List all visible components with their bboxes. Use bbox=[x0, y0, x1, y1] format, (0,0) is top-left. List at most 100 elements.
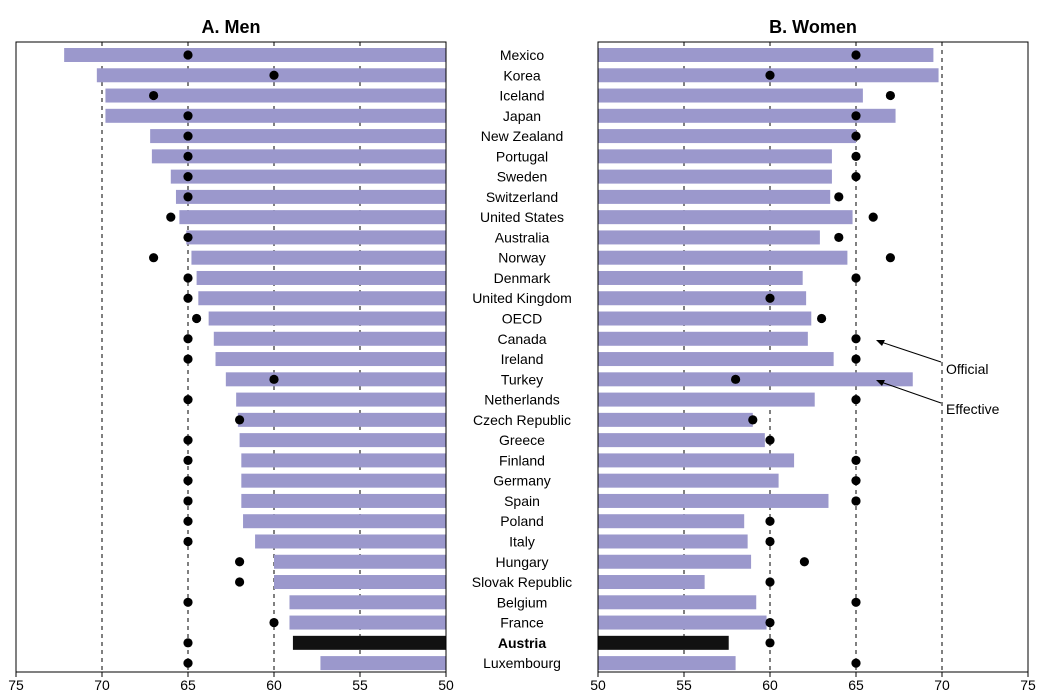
country-label-denmark: Denmark bbox=[494, 270, 552, 286]
men-tick-label-65: 65 bbox=[180, 677, 196, 693]
women-tick-label-75: 75 bbox=[1020, 677, 1036, 693]
women-official-dot-iceland bbox=[885, 90, 896, 101]
panel-men: A. Men 75 70 65 60 55 50 bbox=[8, 17, 454, 693]
legend-effective-label: Effective bbox=[946, 401, 1000, 417]
men-official-dot-austria bbox=[183, 638, 193, 648]
men-official-dot-spain bbox=[183, 496, 193, 506]
women-official-dot-portugal bbox=[851, 151, 861, 161]
women-effective-bar-luxembourg bbox=[598, 656, 736, 671]
men-effective-bar-hungary bbox=[274, 554, 446, 569]
women-official-dot-greece bbox=[765, 435, 775, 445]
women-effective-bar-switzerland bbox=[598, 189, 831, 204]
men-effective-bar-sweden bbox=[170, 169, 447, 184]
men-effective-bar-united-states bbox=[179, 210, 446, 225]
country-label-poland: Poland bbox=[500, 513, 544, 529]
women-official-dot-turkey bbox=[731, 374, 741, 384]
women-official-dot-norway bbox=[885, 253, 896, 263]
women-effective-bar-spain bbox=[598, 493, 829, 508]
men-tick-label-75: 75 bbox=[8, 677, 24, 693]
men-official-dot-ireland bbox=[183, 354, 193, 364]
men-official-dot-netherlands bbox=[183, 394, 193, 405]
women-effective-bar-oecd bbox=[598, 311, 812, 326]
women-official-dot-new-zealand bbox=[851, 131, 861, 141]
legend-official-arrowhead bbox=[876, 340, 885, 346]
men-effective-bar-ireland bbox=[215, 352, 446, 367]
men-effective-bar-mexico bbox=[64, 48, 446, 62]
men-effective-bar-france bbox=[289, 615, 446, 630]
country-label-new-zealand: New Zealand bbox=[481, 128, 564, 144]
legend: Official Effective bbox=[876, 340, 1000, 417]
men-official-dot-italy bbox=[183, 536, 193, 547]
country-label-italy: Italy bbox=[509, 533, 535, 549]
women-official-dot-korea bbox=[765, 70, 775, 80]
men-effective-bar-united-kingdom bbox=[198, 291, 446, 306]
women-effective-bar-germany bbox=[598, 473, 779, 488]
country-label-portugal: Portugal bbox=[496, 148, 548, 164]
women-official-dot-united-kingdom bbox=[765, 293, 775, 303]
legend-effective-arrowhead bbox=[876, 380, 885, 386]
men-effective-bar-italy bbox=[255, 534, 446, 549]
men-effective-bar-turkey bbox=[225, 372, 446, 387]
women-tick-label-55: 55 bbox=[676, 677, 692, 693]
men-effective-bar-finland bbox=[241, 453, 446, 468]
women-official-dot-belgium bbox=[851, 597, 861, 607]
men-official-dot-belgium bbox=[183, 597, 193, 607]
legend-official-label: Official bbox=[946, 361, 989, 377]
men-tick-label-70: 70 bbox=[94, 677, 110, 693]
legend-official-pointer bbox=[877, 340, 942, 363]
men-effective-bar-canada bbox=[213, 331, 446, 346]
women-tick-label-50: 50 bbox=[590, 677, 606, 693]
women-effective-bar-norway bbox=[598, 250, 848, 265]
women-effective-bar-iceland bbox=[598, 88, 863, 103]
men-effective-bar-norway bbox=[191, 250, 446, 265]
women-official-dot-oecd bbox=[817, 313, 827, 324]
men-effective-bar-poland bbox=[243, 514, 446, 529]
women-effective-bar-greece bbox=[598, 433, 765, 448]
men-effective-bar-denmark bbox=[196, 270, 446, 285]
country-label-norway: Norway bbox=[498, 250, 545, 266]
men-effective-bar-iceland bbox=[105, 88, 446, 103]
men-official-dot-new-zealand bbox=[183, 131, 193, 141]
men-official-dot-switzerland bbox=[183, 192, 193, 202]
women-official-dot-canada bbox=[851, 334, 861, 344]
men-tick-label-50: 50 bbox=[438, 677, 454, 693]
women-official-dot-spain bbox=[851, 496, 861, 506]
women-official-dot-finland bbox=[851, 455, 861, 465]
men-official-dot-portugal bbox=[183, 151, 193, 161]
women-official-dot-czech-republic bbox=[748, 415, 758, 425]
country-label-mexico: Mexico bbox=[500, 47, 545, 63]
country-label-netherlands: Netherlands bbox=[484, 392, 560, 408]
men-official-dot-finland bbox=[183, 455, 193, 465]
men-effective-bar-austria bbox=[292, 635, 446, 650]
women-effective-bar-hungary bbox=[598, 554, 752, 569]
men-official-dot-germany bbox=[183, 476, 193, 486]
country-label-hungary: Hungary bbox=[496, 554, 549, 570]
men-official-dot-norway bbox=[149, 253, 159, 263]
women-official-dot-poland bbox=[765, 516, 775, 526]
women-panel-title: B. Women bbox=[769, 17, 857, 37]
men-effective-bar-slovak-republic bbox=[274, 575, 446, 590]
women-official-dot-hungary bbox=[799, 557, 810, 567]
country-label-turkey: Turkey bbox=[501, 371, 543, 387]
country-label-france: France bbox=[500, 615, 544, 631]
men-effective-bar-greece bbox=[239, 433, 446, 448]
country-label-oecd: OECD bbox=[502, 311, 542, 327]
women-official-dot-denmark bbox=[851, 273, 861, 283]
women-effective-bar-czech-republic bbox=[598, 412, 753, 427]
men-official-dot-iceland bbox=[149, 90, 159, 101]
legend-effective-pointer bbox=[877, 380, 942, 404]
men-effective-bar-netherlands bbox=[236, 392, 446, 407]
women-effective-bar-new-zealand bbox=[598, 129, 856, 144]
men-official-dot-japan bbox=[183, 111, 193, 121]
women-effective-bar-japan bbox=[598, 108, 896, 123]
women-effective-bar-united-states bbox=[598, 210, 853, 225]
women-effective-bar-canada bbox=[598, 331, 808, 346]
women-official-dot-united-states bbox=[868, 212, 878, 222]
women-official-dot-australia bbox=[834, 232, 844, 243]
men-effective-bar-new-zealand bbox=[150, 129, 446, 144]
country-label-belgium: Belgium bbox=[497, 594, 548, 610]
women-official-dot-austria bbox=[765, 638, 775, 648]
men-official-dot-turkey bbox=[269, 374, 279, 384]
women-effective-bar-denmark bbox=[598, 270, 803, 285]
men-official-dot-australia bbox=[183, 232, 193, 243]
